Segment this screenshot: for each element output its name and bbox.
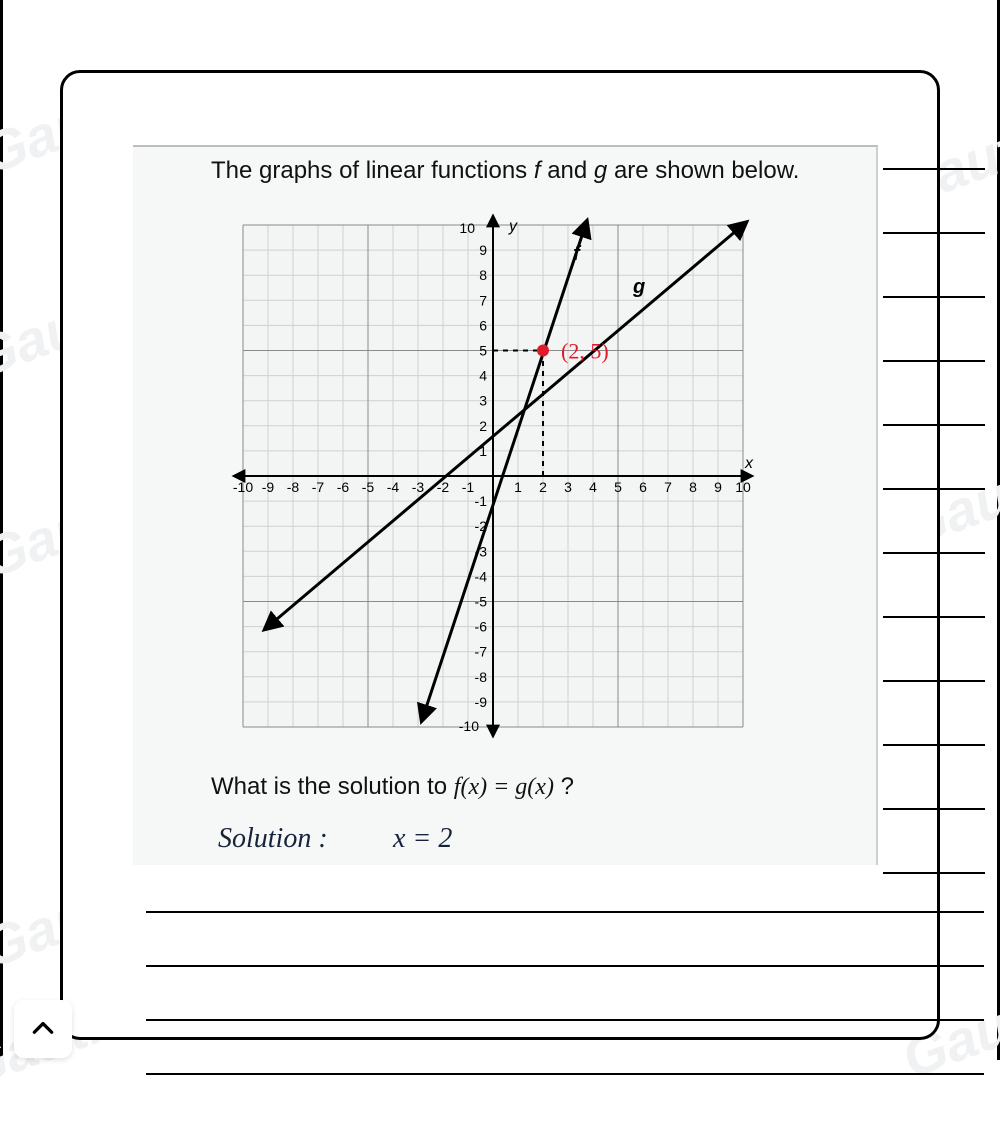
svg-text:(2, 5): (2, 5) xyxy=(561,339,609,364)
graph-svg: -10-9-8-7-6-5-4-3-2-112345678910-9-8-7-6… xyxy=(223,211,763,741)
svg-text:3: 3 xyxy=(479,393,487,409)
margin-rule xyxy=(883,680,985,682)
handwritten-solution-label: Solution : xyxy=(218,823,328,855)
question-part: ? xyxy=(554,773,574,800)
graph-chart: -10-9-8-7-6-5-4-3-2-112345678910-9-8-7-6… xyxy=(223,211,763,741)
svg-text:-1: -1 xyxy=(462,479,475,495)
margin-rule xyxy=(883,232,985,234)
svg-text:2: 2 xyxy=(539,479,547,495)
svg-text:-8: -8 xyxy=(475,669,488,685)
svg-text:10: 10 xyxy=(459,220,475,236)
margin-rule xyxy=(883,872,985,874)
svg-text:10: 10 xyxy=(735,479,751,495)
svg-text:4: 4 xyxy=(589,479,597,495)
margin-rule xyxy=(883,360,985,362)
svg-text:x: x xyxy=(744,455,754,472)
scroll-to-top-button[interactable] xyxy=(14,1000,72,1058)
var-f: f xyxy=(534,157,547,184)
answer-rule xyxy=(146,1073,984,1075)
margin-rule xyxy=(883,488,985,490)
margin-rule xyxy=(883,296,985,298)
svg-text:3: 3 xyxy=(564,479,572,495)
svg-text:5: 5 xyxy=(614,479,622,495)
svg-text:6: 6 xyxy=(639,479,647,495)
svg-text:1: 1 xyxy=(514,479,522,495)
svg-text:-5: -5 xyxy=(362,479,375,495)
title-part: and xyxy=(547,157,594,184)
svg-text:8: 8 xyxy=(689,479,697,495)
svg-text:-4: -4 xyxy=(475,568,488,584)
svg-text:-10: -10 xyxy=(459,718,479,734)
answer-rule xyxy=(146,1019,984,1021)
svg-text:-9: -9 xyxy=(262,479,275,495)
svg-text:7: 7 xyxy=(664,479,672,495)
svg-text:-5: -5 xyxy=(475,594,488,610)
svg-text:8: 8 xyxy=(479,267,487,283)
title-part: The graphs of linear functions xyxy=(211,157,534,184)
answer-rule xyxy=(146,965,984,967)
svg-text:9: 9 xyxy=(479,242,487,258)
question-panel: The graphs of linear functions f and g a… xyxy=(60,70,940,1040)
handwritten-solution-answer: x = 2 xyxy=(393,823,452,855)
svg-text:g: g xyxy=(632,276,645,298)
svg-text:-3: -3 xyxy=(412,479,425,495)
problem-title: The graphs of linear functions f and g a… xyxy=(211,157,799,185)
margin-rule xyxy=(883,808,985,810)
svg-text:6: 6 xyxy=(479,317,487,333)
svg-text:y: y xyxy=(508,218,518,235)
answer-rule xyxy=(146,911,984,913)
margin-rule xyxy=(883,552,985,554)
var-g: g xyxy=(594,157,614,184)
svg-text:2: 2 xyxy=(479,418,487,434)
question-equation: f(x) = g(x) xyxy=(454,774,554,800)
svg-text:-10: -10 xyxy=(233,479,253,495)
svg-text:-4: -4 xyxy=(387,479,400,495)
margin-rule xyxy=(883,744,985,746)
svg-text:-6: -6 xyxy=(475,619,488,635)
margin-rule xyxy=(883,424,985,426)
question-text: What is the solution to f(x) = g(x) ? xyxy=(211,773,574,801)
title-part: are shown below. xyxy=(614,157,799,184)
answer-rules xyxy=(146,911,984,1127)
svg-text:9: 9 xyxy=(714,479,722,495)
svg-text:-7: -7 xyxy=(312,479,325,495)
right-margin-rules xyxy=(883,168,985,936)
svg-text:-6: -6 xyxy=(337,479,350,495)
chevron-up-icon xyxy=(30,1016,56,1042)
margin-rule xyxy=(883,616,985,618)
svg-text:-1: -1 xyxy=(475,493,488,509)
svg-text:-9: -9 xyxy=(475,694,488,710)
svg-text:-7: -7 xyxy=(475,644,488,660)
svg-text:7: 7 xyxy=(479,292,487,308)
question-part: What is the solution to xyxy=(211,773,454,800)
svg-text:4: 4 xyxy=(479,368,487,384)
svg-text:-8: -8 xyxy=(287,479,300,495)
svg-text:5: 5 xyxy=(479,343,487,359)
margin-rule xyxy=(883,168,985,170)
